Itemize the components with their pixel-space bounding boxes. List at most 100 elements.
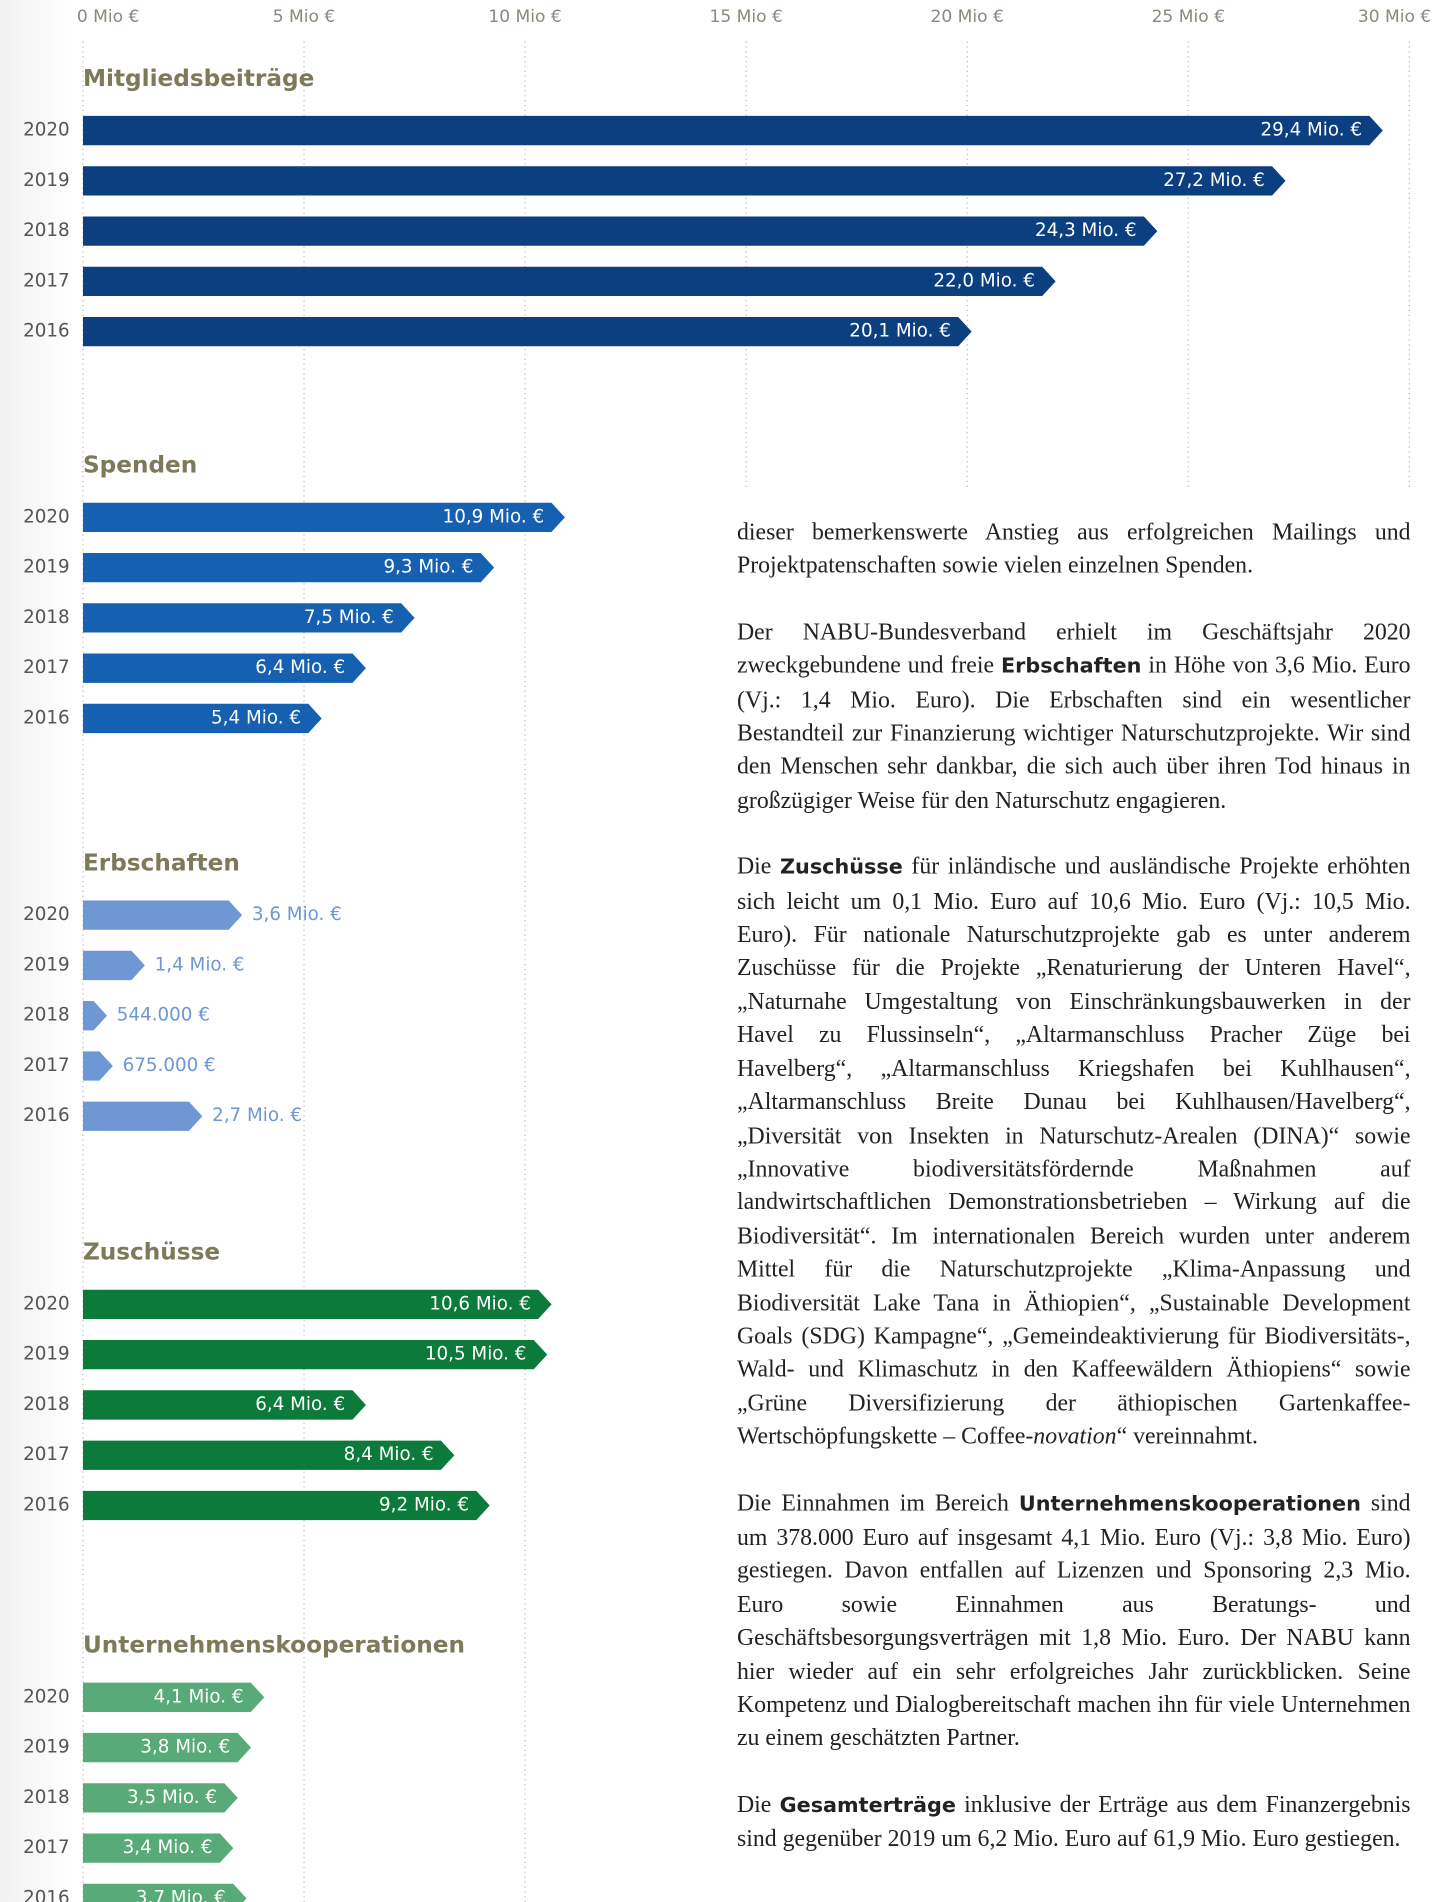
year-label: 2018 bbox=[23, 1394, 70, 1415]
text-run: dieser bemerkenswerte Anstieg aus erfolg… bbox=[737, 519, 1411, 579]
bar bbox=[82, 266, 1056, 297]
year-label: 2017 bbox=[23, 1055, 70, 1076]
bar bbox=[82, 1440, 455, 1470]
paragraph: Der NABU-Bundesverband erhielt im Geschä… bbox=[737, 616, 1411, 818]
bar bbox=[82, 1883, 247, 1902]
value-label: 20,1 Mio. € bbox=[849, 321, 951, 342]
x-tick-label: 25 Mio € bbox=[1152, 7, 1225, 27]
bar bbox=[82, 502, 565, 533]
italic-text: novation bbox=[1033, 1424, 1117, 1450]
bold-text: Zuschüsse bbox=[780, 855, 903, 881]
year-label: 2018 bbox=[23, 607, 70, 628]
value-label: 3,6 Mio. € bbox=[252, 904, 342, 925]
value-label: 9,2 Mio. € bbox=[379, 1494, 469, 1515]
text-run: Die Einnahmen im Bereich bbox=[737, 1490, 1019, 1517]
paragraph: Die Zuschüsse für inländische und auslän… bbox=[737, 851, 1411, 1454]
year-label: 2020 bbox=[23, 120, 70, 141]
year-label: 2017 bbox=[23, 657, 70, 678]
chart-title: Spenden bbox=[83, 452, 197, 479]
year-label: 2016 bbox=[23, 1105, 70, 1126]
bar bbox=[82, 653, 366, 683]
chart-title: Erbschaften bbox=[83, 849, 240, 876]
x-tick-label: 20 Mio € bbox=[931, 7, 1004, 27]
paragraph: Die Gesamterträge inklusive der Erträge … bbox=[737, 1789, 1411, 1857]
bar bbox=[82, 1001, 108, 1031]
value-label: 4,1 Mio. € bbox=[154, 1686, 244, 1707]
bar bbox=[82, 1340, 548, 1370]
bold-text: Unternehmenskooperationen bbox=[1018, 1491, 1361, 1517]
year-label: 2019 bbox=[23, 954, 70, 975]
bar bbox=[82, 1682, 265, 1712]
value-label: 10,9 Mio. € bbox=[443, 506, 545, 527]
chart-title: Unternehmenskooperationen bbox=[83, 1632, 465, 1659]
text-run: sind um 378.000 Euro auf insgesamt 4,1 M… bbox=[737, 1490, 1411, 1752]
value-label: 6,4 Mio. € bbox=[255, 1394, 345, 1415]
bar bbox=[82, 900, 243, 930]
text-run: Die bbox=[737, 854, 781, 881]
bar bbox=[82, 1390, 366, 1420]
bar bbox=[82, 552, 495, 583]
value-label: 1,4 Mio. € bbox=[155, 954, 245, 975]
year-label: 2020 bbox=[23, 1686, 70, 1707]
year-label: 2020 bbox=[23, 1293, 70, 1314]
value-label: 3,5 Mio. € bbox=[127, 1787, 217, 1808]
value-label: 6,4 Mio. € bbox=[255, 657, 345, 678]
year-label: 2018 bbox=[23, 1005, 70, 1026]
year-label: 2016 bbox=[23, 321, 70, 342]
bar bbox=[82, 603, 415, 633]
value-label: 8,4 Mio. € bbox=[344, 1444, 434, 1465]
bar bbox=[82, 1783, 238, 1813]
bar bbox=[82, 1289, 552, 1320]
paragraph: dieser bemerkenswerte Anstieg aus erfolg… bbox=[737, 516, 1411, 583]
year-label: 2016 bbox=[23, 1887, 70, 1902]
year-label: 2020 bbox=[23, 506, 70, 527]
year-label: 2018 bbox=[23, 1787, 70, 1808]
bar bbox=[82, 115, 1383, 146]
value-label: 544.000 € bbox=[117, 1005, 210, 1026]
year-label: 2016 bbox=[23, 1494, 70, 1515]
year-label: 2017 bbox=[23, 1444, 70, 1465]
chart-title: Zuschüsse bbox=[83, 1239, 220, 1266]
value-label: 29,4 Mio. € bbox=[1260, 120, 1362, 141]
value-label: 7,5 Mio. € bbox=[304, 607, 394, 628]
x-tick-label: 0 Mio € bbox=[77, 7, 140, 27]
bar bbox=[82, 950, 145, 981]
bar bbox=[82, 1732, 251, 1763]
year-label: 2017 bbox=[23, 270, 70, 291]
bar bbox=[82, 1490, 490, 1521]
year-label: 2019 bbox=[23, 557, 70, 578]
value-label: 3,4 Mio. € bbox=[123, 1837, 213, 1858]
value-label: 9,3 Mio. € bbox=[383, 557, 473, 578]
value-label: 2,7 Mio. € bbox=[212, 1105, 302, 1126]
value-label: 675.000 € bbox=[123, 1055, 216, 1076]
bar bbox=[82, 166, 1286, 196]
bar bbox=[82, 1101, 203, 1131]
bar bbox=[82, 1833, 234, 1863]
x-tick-label: 15 Mio € bbox=[709, 7, 782, 27]
value-label: 3,7 Mio. € bbox=[136, 1887, 226, 1902]
year-label: 2019 bbox=[23, 1737, 70, 1758]
text-run: “ vereinnahmt. bbox=[1116, 1424, 1258, 1450]
text-run: in Höhe von 3,6 Mio. Euro (Vj.: 1,4 Mio.… bbox=[737, 653, 1411, 814]
text-run: für inländische und ausländische Projekt… bbox=[737, 854, 1411, 1450]
chart-title: Mitgliedsbeiträge bbox=[83, 65, 314, 92]
year-label: 2018 bbox=[23, 220, 70, 241]
value-label: 3,8 Mio. € bbox=[140, 1737, 230, 1758]
x-tick-label: 30 Mio € bbox=[1358, 7, 1431, 27]
value-label: 5,4 Mio. € bbox=[211, 707, 301, 728]
text-run: Der NABU-Bundesverband erhielt im Geschä… bbox=[737, 619, 1411, 679]
year-label: 2017 bbox=[23, 1837, 70, 1858]
year-label: 2020 bbox=[23, 904, 70, 925]
value-label: 10,6 Mio. € bbox=[429, 1293, 531, 1314]
paragraph: Die Einnahmen im Bereich Unternehmenskoo… bbox=[737, 1487, 1411, 1756]
value-label: 27,2 Mio. € bbox=[1163, 170, 1265, 191]
value-label: 24,3 Mio. € bbox=[1035, 220, 1137, 241]
bold-text: Erbschaften bbox=[1000, 654, 1142, 679]
text-run: inklusive der Erträge aus dem Finanzerge… bbox=[737, 1792, 1411, 1853]
bar bbox=[82, 703, 322, 734]
body-text: dieser bemerkenswerte Anstieg aus erfolg… bbox=[737, 516, 1411, 1889]
value-label: 22,0 Mio. € bbox=[933, 270, 1035, 291]
year-label: 2019 bbox=[23, 1344, 70, 1365]
